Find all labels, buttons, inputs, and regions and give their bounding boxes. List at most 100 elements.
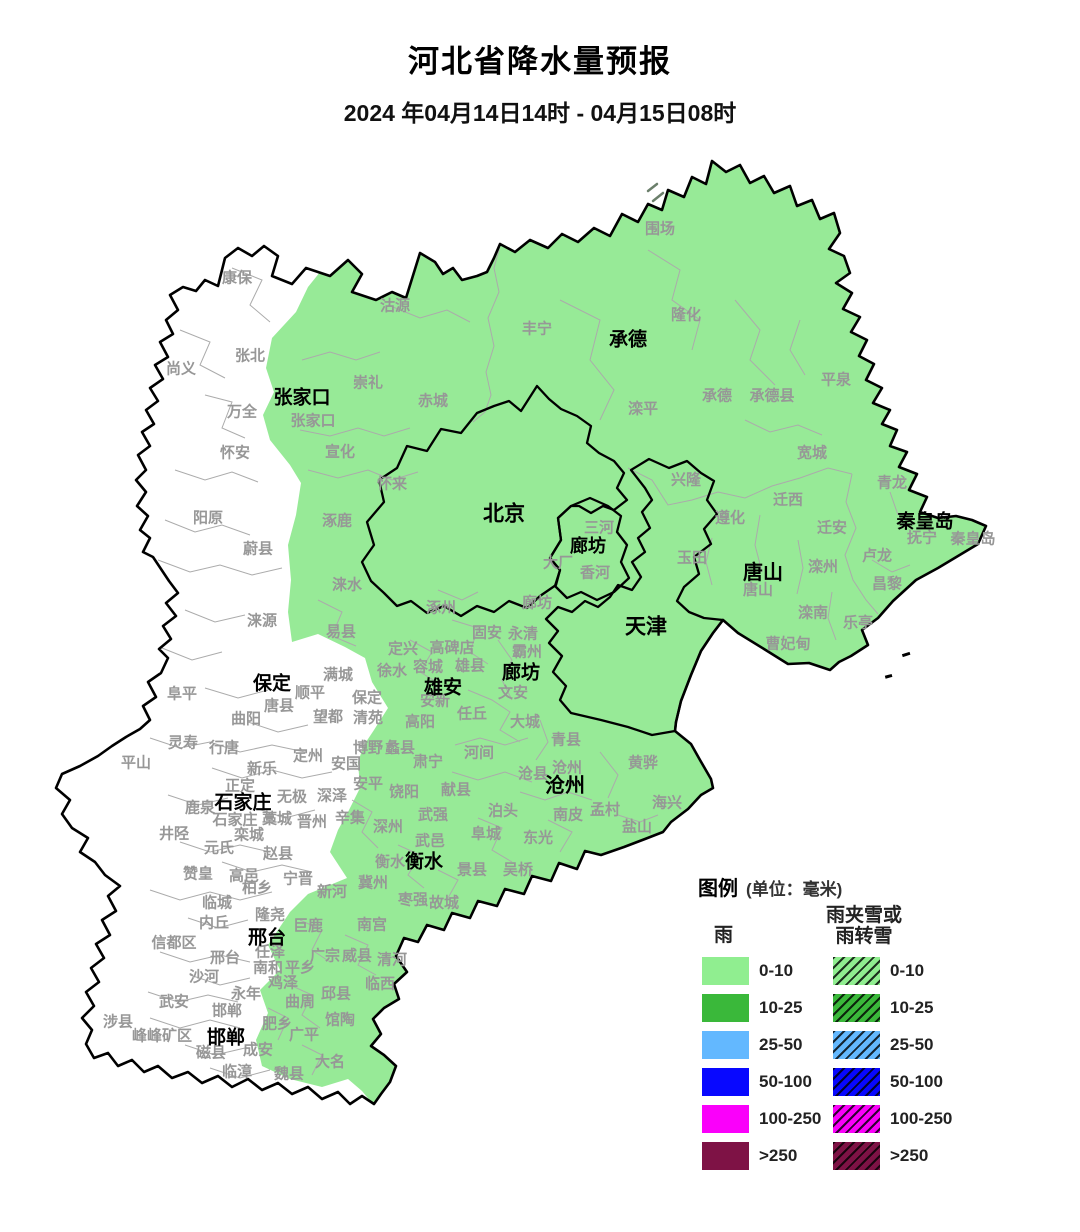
county-label: 广宗 (310, 947, 340, 965)
legend-swatch-rain (702, 1142, 749, 1170)
legend-row: >250 (833, 1142, 952, 1170)
county-label: 泊头 (488, 802, 518, 820)
legend-level-label: 25-50 (890, 1035, 934, 1054)
county-label: 蠡县 (385, 739, 415, 757)
county-boundaries (147, 245, 911, 1079)
legend-rain-header: 雨 (714, 925, 734, 946)
beijing-border (360, 384, 629, 618)
county-label: 尚义 (166, 360, 196, 378)
legend: 图例 (单位：毫米) 雨 雨夹雪或 雨转雪 0-10 10-25 25-50 50-10… (698, 872, 1038, 1179)
county-label: 枣强 (397, 892, 428, 909)
county-label: 盐山 (622, 818, 652, 836)
county-label: 柏乡 (242, 879, 272, 897)
legend-column-rain: 0-10 10-25 25-50 50-100 100-250 >250 (698, 957, 833, 1179)
county-label: 河间 (464, 744, 494, 762)
county-label: 磁县 (196, 1044, 226, 1062)
county-label: 任丘 (456, 705, 487, 723)
county-label: 正定 (225, 777, 255, 795)
county-label: 昌黎 (872, 575, 902, 593)
county-label: 清苑 (353, 709, 383, 727)
legend-swatch-rain (702, 1068, 749, 1096)
county-label: 平山 (121, 755, 151, 772)
city-label: 衡水 (405, 850, 444, 873)
county-label: 东光 (523, 829, 553, 847)
county-label: 宁晋 (283, 870, 313, 888)
legend-level-label: 100-250 (890, 1109, 953, 1128)
county-label: 满城 (323, 666, 353, 684)
coastal-islets (884, 651, 911, 679)
legend-level-label: 100-250 (759, 1109, 822, 1128)
province-border (54, 159, 988, 1106)
legend-row: 10-25 (833, 994, 952, 1022)
city-label: 天津 (625, 616, 667, 639)
county-label: 南皮 (553, 806, 583, 824)
county-label: 曲阳 (231, 710, 261, 728)
county-label: 文安 (498, 684, 528, 702)
county-label: 馆陶 (325, 1011, 355, 1029)
county-label: 赵县 (262, 845, 293, 863)
county-label: 崇礼 (353, 374, 383, 392)
county-label: 任泽 (254, 943, 285, 961)
legend-level-label: 0-10 (759, 961, 794, 980)
legend-row: 50-100 (702, 1068, 833, 1096)
county-label: 献县 (441, 781, 471, 799)
county-label: 元氏 (204, 839, 234, 857)
county-label: 大名 (315, 1053, 345, 1071)
county-label: 南宫 (357, 916, 387, 934)
legend-swatch-sleet (833, 1142, 880, 1170)
legend-unit: (单位：毫米) (746, 880, 843, 899)
county-label: 廊坊 (522, 594, 552, 612)
county-label: 冀州 (358, 874, 388, 892)
county-label: 平乡 (285, 959, 315, 977)
county-label: 滦南 (798, 604, 828, 622)
sleet-hatch-marks (646, 182, 665, 203)
city-label: 张家口 (273, 386, 330, 409)
city-label: 北京 (483, 502, 525, 526)
city-label: 秦皇岛 (895, 510, 953, 533)
county-label: 承德 (702, 387, 732, 405)
legend-row: 50-100 (833, 1068, 952, 1096)
county-label: 成安 (243, 1041, 273, 1059)
county-label: 晋州 (297, 814, 327, 831)
county-label: 新乐 (247, 760, 277, 778)
county-label: 临城 (202, 894, 232, 912)
county-label: 石家庄 (211, 811, 257, 829)
county-label: 霸州 (512, 643, 542, 661)
legend-swatch-rain (702, 994, 749, 1022)
county-label: 承德县 (749, 387, 794, 405)
legend-swatch-rain (702, 957, 749, 985)
langfang-exclave-border (548, 496, 631, 602)
city-label: 邢台 (248, 926, 286, 949)
county-label: 涉县 (103, 1013, 133, 1031)
county-label: 涿州 (426, 600, 456, 617)
county-label: 涞水 (332, 576, 363, 594)
county-label: 定州 (293, 747, 323, 765)
legend-swatch-rain (702, 1031, 749, 1059)
county-label: 迁安 (817, 519, 847, 537)
county-label: 张家口 (290, 412, 335, 430)
county-label: 高邑 (229, 867, 259, 885)
county-label: 容城 (412, 658, 443, 676)
city-label: 沧州 (545, 773, 585, 797)
county-label: 饶阳 (389, 783, 419, 801)
county-label: 迁西 (773, 491, 803, 509)
county-label: 武安 (159, 993, 189, 1011)
county-label: 辛集 (335, 809, 366, 827)
county-label: 海兴 (652, 794, 682, 812)
county-label: 清河 (377, 951, 407, 969)
county-label: 涿鹿 (322, 512, 352, 530)
county-label: 黄骅 (628, 754, 658, 772)
county-label: 丰宁 (522, 320, 552, 338)
county-label: 唐县 (264, 697, 294, 715)
county-label: 大城 (510, 713, 540, 731)
legend-swatch-rain (702, 1105, 749, 1133)
county-label: 邢台 (209, 949, 240, 967)
legend-swatch-sleet (833, 1105, 880, 1133)
county-label: 峰峰矿区 (132, 1027, 192, 1045)
county-label: 永年 (230, 985, 261, 1003)
county-label: 固安 (472, 624, 502, 642)
county-label: 平泉 (821, 371, 852, 389)
legend-row: 25-50 (702, 1031, 833, 1059)
county-label: 巨鹿 (293, 917, 323, 935)
